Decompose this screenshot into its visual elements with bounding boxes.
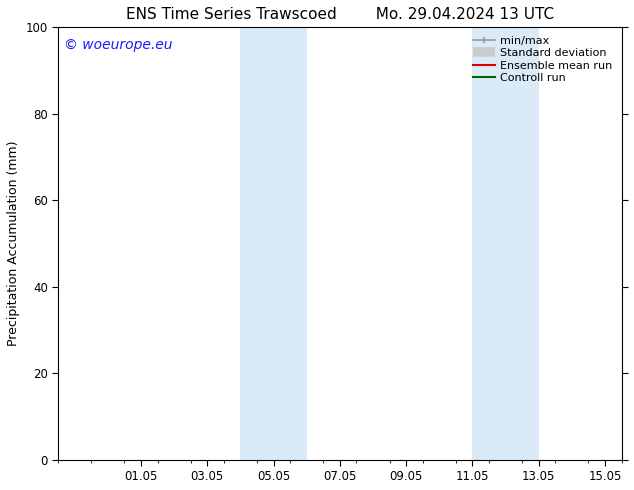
Legend: min/max, Standard deviation, Ensemble mean run, Controll run: min/max, Standard deviation, Ensemble me…: [469, 33, 616, 86]
Text: © woeurope.eu: © woeurope.eu: [64, 38, 172, 52]
Title: ENS Time Series Trawscoed        Mo. 29.04.2024 13 UTC: ENS Time Series Trawscoed Mo. 29.04.2024…: [126, 7, 554, 22]
Bar: [472, 27, 539, 460]
Y-axis label: Precipitation Accumulation (mm): Precipitation Accumulation (mm): [7, 141, 20, 346]
Bar: [240, 27, 307, 460]
